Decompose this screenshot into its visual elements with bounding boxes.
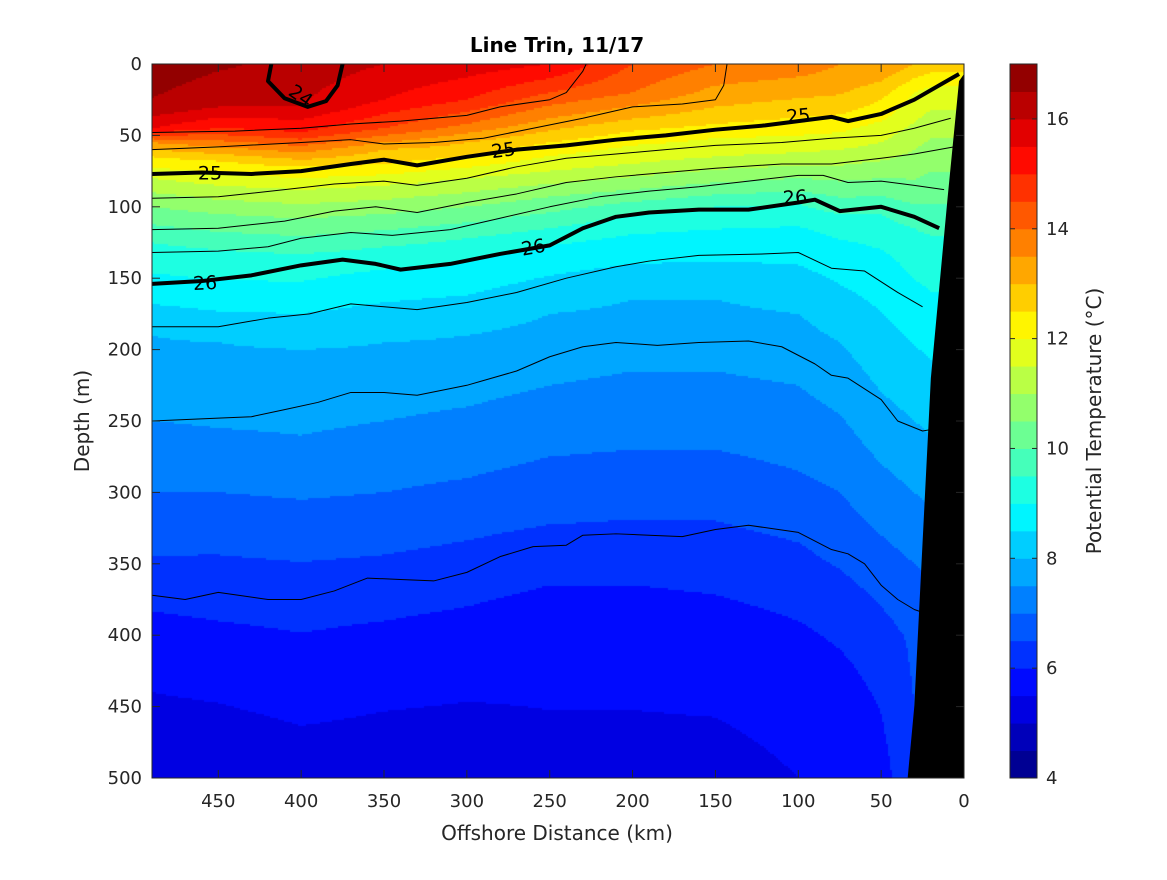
y-tick-label: 350 — [108, 554, 142, 575]
density-contour-26 — [152, 197, 940, 286]
colorbar-band — [1010, 393, 1037, 422]
colorbar-band — [1010, 201, 1037, 230]
y-tick-label: 100 — [108, 197, 142, 218]
density-contour-line-9 — [152, 340, 931, 432]
x-tick-label: 100 — [781, 791, 815, 812]
colorbar-band — [1010, 283, 1037, 312]
colorbar-band — [1010, 668, 1037, 697]
y-tick-label: 0 — [131, 54, 142, 75]
x-tick-label: 50 — [870, 791, 893, 812]
colorbar-band — [1010, 118, 1037, 147]
axes-frame: 450 400 350 300 250 200 150 100 50 00501001502002… — [108, 54, 970, 812]
density-contour-24 — [266, 64, 345, 109]
contour-label-25: 25 — [490, 138, 517, 163]
colorbar-label: Potential Temperature (°C) — [1082, 288, 1106, 555]
density-contour-25 — [152, 72, 961, 176]
colorbar-band — [1010, 64, 1037, 92]
colorbar-band — [1010, 640, 1037, 669]
colorbar-band — [1010, 228, 1037, 257]
colorbar: 4 6 8 10 12 14 16 — [1009, 63, 1069, 789]
x-tick-label: 250 — [533, 791, 567, 812]
colorbar-band — [1010, 530, 1037, 559]
colorbar-band — [1010, 173, 1037, 202]
x-tick-label: 150 — [698, 791, 732, 812]
y-tick-label: 450 — [108, 697, 142, 718]
colorbar-band — [1010, 750, 1037, 779]
y-tick-label: 200 — [108, 340, 142, 361]
temperature-fill — [152, 64, 964, 778]
colorbar-tick-label: 14 — [1046, 219, 1069, 240]
colorbar-tick-label: 4 — [1046, 768, 1057, 789]
colorbar-band — [1010, 146, 1037, 175]
x-axis-label: Offshore Distance (km) — [441, 821, 673, 845]
colorbar-band — [1010, 366, 1037, 395]
colorbar-band — [1010, 256, 1037, 285]
x-tick-label: 0 — [958, 791, 969, 812]
contour-label-26: 26 — [782, 186, 808, 210]
density-contour-line-4 — [152, 64, 728, 151]
density-contour-line-3 — [152, 64, 587, 134]
density-contour-line-10 — [152, 524, 923, 613]
y-tick-label: 500 — [108, 768, 142, 789]
colorbar-band — [1010, 558, 1037, 587]
x-tick-label: 200 — [615, 791, 649, 812]
x-tick-label: 300 — [450, 791, 484, 812]
contour-label-26: 26 — [192, 272, 217, 295]
colorbar-tick-label: 16 — [1046, 109, 1069, 130]
y-tick-label: 150 — [108, 268, 142, 289]
bathymetry-mask — [907, 64, 964, 778]
colorbar-tick-label: 6 — [1046, 658, 1057, 679]
y-axis-label: Depth (m) — [70, 370, 94, 472]
colorbar-band — [1010, 475, 1037, 504]
y-tick-label: 50 — [119, 125, 142, 146]
x-tick-label: 450 — [201, 791, 235, 812]
x-tick-label: 350 — [367, 791, 401, 812]
colorbar-band — [1010, 613, 1037, 642]
colorbar-tick-label: 8 — [1046, 548, 1057, 569]
density-contour-line-8 — [152, 251, 923, 328]
density-contour-line-6 — [152, 146, 955, 231]
colorbar-band — [1010, 91, 1037, 120]
colorbar-band — [1010, 695, 1037, 724]
x-tick-label: 400 — [284, 791, 318, 812]
colorbar-band — [1010, 421, 1037, 449]
contour-label-25: 25 — [198, 163, 222, 185]
contour-label-26: 26 — [519, 235, 547, 261]
density-contour-line-7 — [152, 174, 945, 253]
colorbar-band — [1010, 585, 1037, 614]
contour-label-25: 25 — [785, 104, 811, 128]
colorbar-tick-label: 10 — [1046, 438, 1069, 459]
chart-title: Line Trin, 11/17 — [470, 33, 644, 57]
colorbar-band — [1010, 311, 1037, 340]
density-contours — [152, 64, 961, 613]
y-tick-label: 400 — [108, 625, 142, 646]
colorbar-band — [1010, 338, 1037, 367]
density-contour-line-5 — [152, 117, 951, 199]
y-tick-label: 250 — [108, 411, 142, 432]
colorbar-band — [1010, 448, 1037, 477]
colorbar-tick-label: 12 — [1046, 329, 1069, 350]
colorbar-band — [1010, 503, 1037, 532]
y-tick-label: 300 — [108, 482, 142, 503]
colorbar-band — [1010, 723, 1037, 752]
colorbar-border — [1009, 63, 1038, 779]
